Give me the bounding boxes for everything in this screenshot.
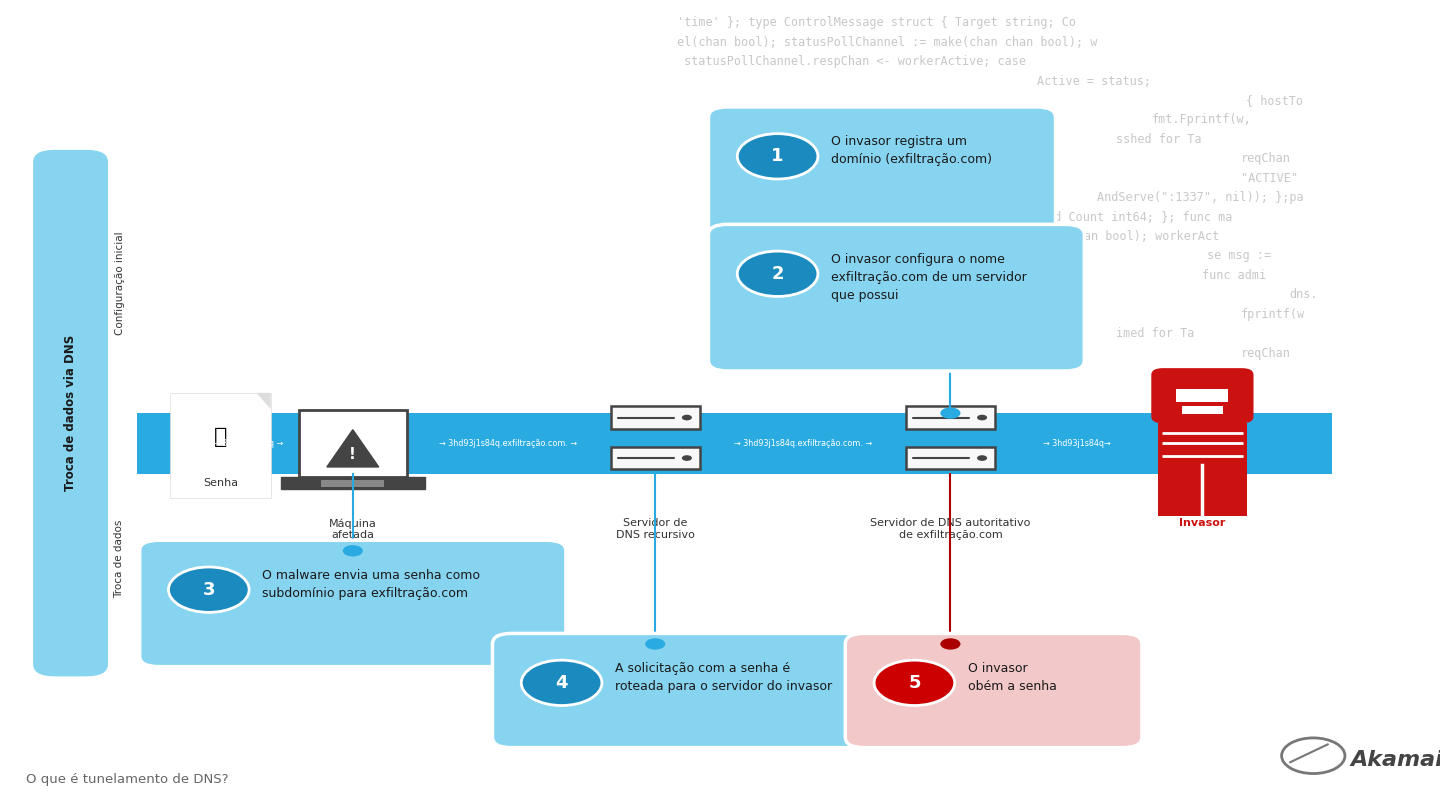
Text: Servidor de DNS autoritativo
de exfiltração.com: Servidor de DNS autoritativo de exfiltra… xyxy=(870,518,1031,540)
Text: Akamai: Akamai xyxy=(1351,750,1440,770)
Text: 5: 5 xyxy=(909,674,920,692)
FancyBboxPatch shape xyxy=(906,447,995,470)
Text: fprintf(w: fprintf(w xyxy=(1241,308,1306,321)
Text: dns.: dns. xyxy=(1289,288,1318,301)
Text: und Count int64; }; func ma: und Count int64; }; func ma xyxy=(1040,211,1233,224)
FancyBboxPatch shape xyxy=(321,480,384,488)
Text: → 3hd93j1s84q→: → 3hd93j1s84q→ xyxy=(1043,439,1112,448)
Text: func admi: func admi xyxy=(1202,269,1267,282)
Circle shape xyxy=(978,455,988,461)
Text: O invasor registra um
domínio (exfiltração.com): O invasor registra um domínio (exfiltraç… xyxy=(831,135,992,166)
Text: O malware envia uma senha como
subdomínio para exfiltração.com: O malware envia uma senha como subdomíni… xyxy=(262,569,480,599)
FancyBboxPatch shape xyxy=(1158,424,1247,468)
Circle shape xyxy=(940,407,960,419)
Text: sshed for Ta: sshed for Ta xyxy=(1116,133,1201,146)
Text: → 3hd93j1s84q.exfiltração.com. →: → 3hd93j1s84q.exfiltração.com. → xyxy=(439,439,577,448)
FancyBboxPatch shape xyxy=(170,393,271,498)
Text: chan chan bool); workerAct: chan chan bool); workerAct xyxy=(1034,230,1220,243)
Text: "ACTIVE": "ACTIVE" xyxy=(1241,172,1299,185)
Circle shape xyxy=(168,567,249,612)
FancyBboxPatch shape xyxy=(1176,390,1228,403)
FancyBboxPatch shape xyxy=(140,540,566,667)
Text: O que é tunelamento de DNS?: O que é tunelamento de DNS? xyxy=(26,773,229,786)
Text: Invasor: Invasor xyxy=(1179,518,1225,528)
Text: 2: 2 xyxy=(772,265,783,283)
FancyBboxPatch shape xyxy=(906,407,995,429)
Text: el(chan bool); statusPollChannel := make(chan chan bool); w: el(chan bool); statusPollChannel := make… xyxy=(677,36,1097,49)
FancyBboxPatch shape xyxy=(845,633,1142,748)
Text: Active = status;: Active = status; xyxy=(1037,75,1151,87)
FancyBboxPatch shape xyxy=(137,413,1332,474)
Circle shape xyxy=(737,251,818,296)
Text: 4: 4 xyxy=(556,674,567,692)
FancyBboxPatch shape xyxy=(281,476,425,489)
Text: statusPollChannel.respChan <- workerActive; case: statusPollChannel.respChan <- workerActi… xyxy=(684,55,1025,68)
FancyBboxPatch shape xyxy=(300,410,406,476)
Circle shape xyxy=(521,660,602,706)
Text: → 3hd93j1s84q.exfiltração.com. →: → 3hd93j1s84q.exfiltração.com. → xyxy=(734,439,873,448)
Text: Máquina
afetada: Máquina afetada xyxy=(328,518,377,540)
Text: { hostTo: { hostTo xyxy=(1246,94,1303,107)
Text: se msg :=: se msg := xyxy=(1207,249,1272,262)
Text: AndServe(":1337", nil)); };pa: AndServe(":1337", nil)); };pa xyxy=(1097,191,1303,204)
FancyBboxPatch shape xyxy=(492,633,926,748)
Circle shape xyxy=(683,455,691,461)
Polygon shape xyxy=(327,430,379,467)
Text: 1: 1 xyxy=(772,147,783,165)
Circle shape xyxy=(645,638,665,650)
FancyBboxPatch shape xyxy=(708,224,1084,371)
Circle shape xyxy=(343,545,363,556)
Circle shape xyxy=(874,660,955,706)
Text: reqChan: reqChan xyxy=(1241,152,1292,165)
FancyBboxPatch shape xyxy=(611,447,700,470)
Text: Troca de dados via DNS: Troca de dados via DNS xyxy=(63,335,78,491)
Text: → 3hd93j1s84q →: → 3hd93j1s84q → xyxy=(213,439,282,448)
Text: Troca de dados: Troca de dados xyxy=(115,520,124,598)
Text: A solicitação com a senha é
roteada para o servidor do invasor: A solicitação com a senha é roteada para… xyxy=(615,662,832,693)
Circle shape xyxy=(683,415,691,420)
Circle shape xyxy=(940,638,960,650)
Text: !: ! xyxy=(350,446,356,462)
FancyBboxPatch shape xyxy=(1158,467,1247,517)
Text: reqChan: reqChan xyxy=(1241,347,1292,360)
Circle shape xyxy=(978,415,988,420)
FancyBboxPatch shape xyxy=(1152,369,1253,424)
Text: Senha: Senha xyxy=(203,479,238,488)
Text: O invasor configura o nome
exfiltração.com de um servidor
que possui: O invasor configura o nome exfiltração.c… xyxy=(831,253,1027,301)
Text: 'time' }; type ControlMessage struct { Target string; Co: 'time' }; type ControlMessage struct { T… xyxy=(677,16,1076,29)
Text: Servidor de
DNS recursivo: Servidor de DNS recursivo xyxy=(616,518,694,540)
FancyBboxPatch shape xyxy=(1182,407,1223,414)
FancyBboxPatch shape xyxy=(1191,415,1214,424)
Text: Configuração inicial: Configuração inicial xyxy=(115,232,124,335)
Text: 3: 3 xyxy=(203,581,215,599)
Polygon shape xyxy=(256,393,271,409)
FancyBboxPatch shape xyxy=(33,150,108,676)
Text: O invasor
obém a senha: O invasor obém a senha xyxy=(968,662,1057,693)
FancyBboxPatch shape xyxy=(708,107,1056,237)
Circle shape xyxy=(737,134,818,179)
FancyBboxPatch shape xyxy=(611,407,700,429)
Text: fmt.Fprintf(w,: fmt.Fprintf(w, xyxy=(1152,113,1251,126)
Text: imed for Ta: imed for Ta xyxy=(1116,327,1194,340)
Text: 🔑: 🔑 xyxy=(213,427,228,447)
